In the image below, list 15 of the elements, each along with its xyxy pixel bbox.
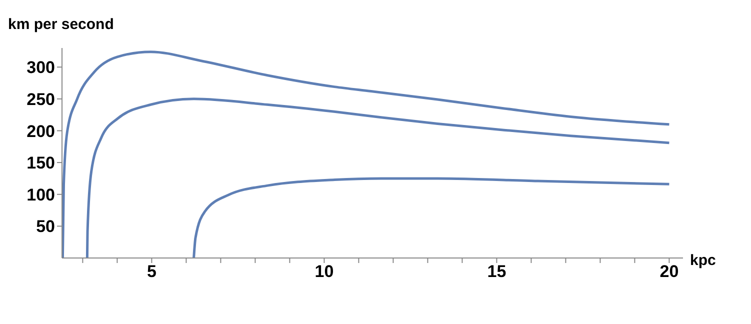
x-tick-label: 5 xyxy=(146,262,156,282)
y-tick-label: 100 xyxy=(26,185,55,204)
line-series xyxy=(62,50,670,258)
y-tick-label: 250 xyxy=(26,90,55,109)
x-tick-label: 15 xyxy=(487,262,506,282)
y-tick-label: 300 xyxy=(26,58,55,78)
x-axis-title: kpc xyxy=(690,252,716,269)
y-tick-label: 50 xyxy=(36,217,55,236)
y-tick-label: 150 xyxy=(26,154,55,173)
y-tick-label: 200 xyxy=(26,122,55,141)
y-axis-title: km per second xyxy=(8,16,114,33)
x-tick-label: 20 xyxy=(660,262,679,282)
line-series xyxy=(86,98,670,258)
line-series xyxy=(192,177,670,258)
x-tick-label: 10 xyxy=(314,262,334,282)
